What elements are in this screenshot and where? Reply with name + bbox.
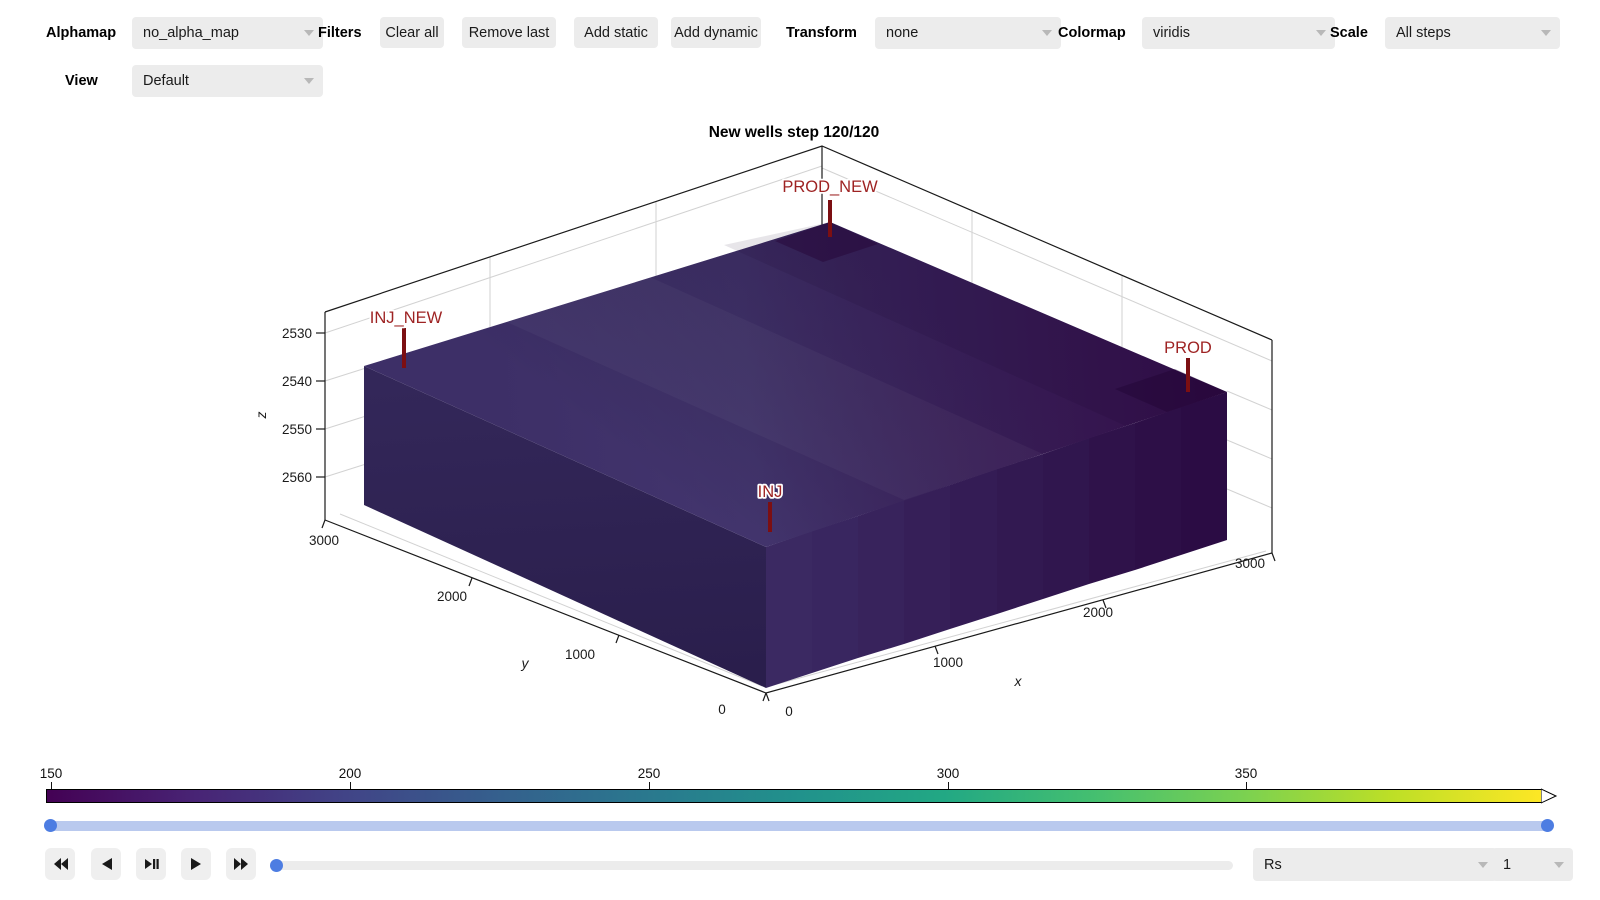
- step-select[interactable]: 1: [1492, 848, 1573, 881]
- slab-top-cells: [724, 222, 1227, 426]
- colorbar-range-slider-track[interactable]: [46, 821, 1553, 831]
- chevron-down-icon: [1541, 30, 1551, 36]
- step-back-button[interactable]: [91, 848, 121, 880]
- y-tick-label: 0: [718, 702, 726, 717]
- timestep-slider-track[interactable]: [270, 861, 1233, 870]
- view-value: Default: [143, 73, 189, 89]
- well-label: INJ: [758, 483, 783, 501]
- transform-select[interactable]: none: [875, 17, 1061, 49]
- scale-select[interactable]: All steps: [1385, 17, 1560, 49]
- filters-label: Filters: [318, 25, 362, 41]
- rewind-icon: [53, 858, 68, 870]
- view-label: View: [65, 73, 98, 89]
- x-tick-label: 3000: [1235, 556, 1265, 571]
- x-axis-tick-labels: 0 1000 2000 3000: [785, 556, 1265, 719]
- colormap-label: Colormap: [1058, 25, 1126, 41]
- chevron-down-icon: [1554, 861, 1564, 868]
- colorbar-tick-mark: [51, 782, 52, 789]
- fast-forward-icon: [233, 858, 248, 870]
- well-label: PROD_NEW: [782, 178, 878, 196]
- y-axis-label: y: [521, 655, 530, 671]
- y-axis-tick-labels: 3000 2000 1000 0: [309, 533, 726, 717]
- slab-top-face-shade: [364, 222, 1227, 547]
- colorbar-tick-label: 300: [936, 766, 960, 781]
- property-value: Rs: [1264, 856, 1282, 873]
- well-label: INJ_NEW: [370, 309, 443, 327]
- alphamap-value: no_alpha_map: [143, 25, 239, 41]
- chevron-down-icon: [304, 30, 314, 36]
- colorbar-tick-label: 350: [1234, 766, 1258, 781]
- colorbar-tick-label: 200: [338, 766, 362, 781]
- y-tick-label: 2000: [437, 589, 467, 604]
- z-axis-tick-labels: 2530 2540 2550 2560: [282, 326, 312, 485]
- colorbar-range-slider-handle-right[interactable]: [1541, 819, 1554, 832]
- slab-right-face: [766, 392, 1227, 688]
- play-button[interactable]: [181, 848, 211, 880]
- wells: [402, 200, 1190, 532]
- z-axis-label: z: [253, 412, 269, 420]
- rewind-button[interactable]: [45, 848, 75, 880]
- colorbar-tick-mark: [350, 782, 351, 789]
- alphamap-label: Alphamap: [46, 25, 117, 41]
- colormap-value: viridis: [1153, 25, 1191, 41]
- plot-title: New wells step 120/120: [709, 124, 880, 141]
- chevron-down-icon: [1316, 30, 1326, 36]
- scale-label: Scale: [1330, 25, 1368, 41]
- colorbar-gradient: [46, 789, 1542, 803]
- x-tick-label: 0: [785, 704, 793, 719]
- grid-lines: [324, 165, 1273, 687]
- scale-value: All steps: [1396, 25, 1451, 41]
- colorbar-overflow-arrow: [1541, 788, 1558, 804]
- step-back-icon: [101, 858, 112, 870]
- property-select[interactable]: Rs: [1253, 848, 1497, 881]
- clear-all-button[interactable]: Clear all: [380, 17, 444, 48]
- slab-left-face: [364, 366, 766, 688]
- chevron-down-icon: [1478, 861, 1488, 868]
- play-icon: [190, 858, 201, 870]
- chevron-down-icon: [1042, 30, 1052, 36]
- colorbar-tick-mark: [948, 782, 949, 789]
- z-tick-label: 2550: [282, 422, 312, 437]
- z-tick-label: 2540: [282, 374, 312, 389]
- transform-label: Transform: [786, 25, 857, 41]
- play-pause-button[interactable]: [136, 848, 166, 880]
- well-labels: PROD_NEW INJ_NEW PROD INJ: [368, 176, 1214, 503]
- x-tick-label: 2000: [1083, 605, 1113, 620]
- colorbar-tick-mark: [649, 782, 650, 789]
- well-label: PROD: [1164, 339, 1212, 357]
- add-static-button[interactable]: Add static: [574, 17, 658, 48]
- fast-forward-button[interactable]: [226, 848, 256, 880]
- y-tick-label: 3000: [309, 533, 339, 548]
- colorbar-tick-mark: [1246, 782, 1247, 789]
- colorbar-tick-label: 250: [637, 766, 661, 781]
- y-tick-label: 1000: [565, 647, 595, 662]
- alphamap-select[interactable]: no_alpha_map: [132, 17, 323, 49]
- colorbar-range-slider-handle-left[interactable]: [44, 819, 57, 832]
- x-axis-label: x: [1014, 673, 1023, 689]
- colormap-select[interactable]: viridis: [1142, 17, 1335, 49]
- reservoir-volume: [364, 222, 1227, 688]
- play-pause-icon: [144, 859, 159, 869]
- add-dynamic-button[interactable]: Add dynamic: [671, 17, 761, 48]
- x-tick-label: 1000: [933, 655, 963, 670]
- timestep-slider-handle[interactable]: [270, 859, 283, 872]
- chevron-down-icon: [304, 78, 314, 84]
- transform-value: none: [886, 25, 919, 41]
- step-value: 1: [1503, 856, 1512, 873]
- remove-last-button[interactable]: Remove last: [462, 17, 556, 48]
- z-tick-label: 2530: [282, 326, 312, 341]
- view-select[interactable]: Default: [132, 65, 323, 97]
- axis-ticks: [316, 332, 1276, 702]
- colorbar-tick-label: 150: [39, 766, 63, 781]
- z-tick-label: 2560: [282, 470, 312, 485]
